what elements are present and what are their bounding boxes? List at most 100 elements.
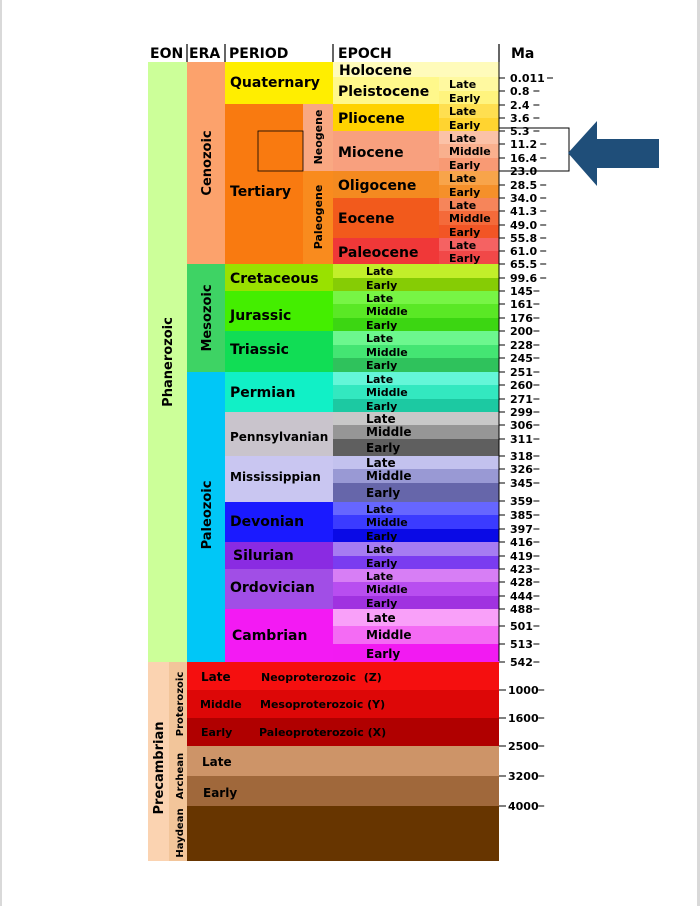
jurassic-middle-label: Middle	[366, 305, 408, 318]
era-haydean	[169, 806, 187, 861]
ordovician-early-label: Early	[366, 597, 397, 610]
permian-middle-label: Middle	[366, 386, 408, 399]
eocene-early	[439, 225, 499, 238]
devonian-early	[333, 529, 499, 542]
ma-label: 345	[510, 477, 533, 490]
eocene-middle-label: Middle	[449, 212, 491, 225]
ma-label: 5.3	[510, 125, 530, 138]
ma-label: 311	[510, 433, 533, 446]
miocene-late	[439, 131, 499, 144]
ma-label: 99.6	[510, 272, 537, 285]
archean-early-label: Early	[203, 786, 237, 800]
epoch-oligocene	[333, 171, 439, 198]
archean-early-row	[187, 776, 499, 806]
pennsylvanian-late-label: Late	[366, 412, 396, 426]
eon-precambrian-label: Precambrian	[152, 722, 167, 815]
cambrian-middle-label: Middle	[366, 628, 412, 642]
permian-middle	[333, 385, 499, 399]
ma-label: 359	[510, 495, 533, 508]
mississippian-early	[333, 483, 499, 502]
epoch-pleistocene	[333, 77, 439, 104]
proterozoic-middle-label: Middle	[200, 698, 242, 711]
cambrian-late	[333, 609, 499, 626]
era-cenozoic-label: Cenozoic	[200, 130, 215, 195]
ma-label: 2500	[508, 740, 539, 753]
ma-label: 1000	[508, 684, 539, 697]
eocene-late-label: Late	[449, 199, 476, 212]
proterozoic-early-row	[187, 718, 499, 746]
ordovician-early	[333, 596, 499, 609]
oligocene-early-label: Early	[449, 186, 480, 199]
period-permian	[225, 372, 333, 412]
ma-label: 299	[510, 406, 533, 419]
miocene-middle-label: Middle	[449, 145, 491, 158]
archean-late-row	[187, 746, 499, 776]
mesoproterozoic-label: Mesoproterozoic (Y)	[260, 698, 385, 711]
triassic-early-label: Early	[366, 359, 397, 372]
ma-label: 200	[510, 325, 533, 338]
period-tertiary-label: Tertiary	[230, 184, 291, 200]
pennsylvanian-middle-label: Middle	[366, 425, 412, 439]
ma-label: 3200	[508, 770, 539, 783]
neoproterozoic-label: Neoproterozoic (Z)	[261, 671, 382, 684]
pleistocene-early	[439, 91, 499, 104]
epoch-miocene	[333, 131, 439, 171]
ma-label: 3.6	[510, 112, 530, 125]
jurassic-late-label: Late	[366, 292, 393, 305]
oligocene-early	[439, 185, 499, 198]
period-silurian	[225, 542, 333, 569]
header-period: PERIOD	[229, 46, 288, 62]
period-permian-label: Permian	[230, 385, 295, 401]
era-cenozoic	[187, 62, 225, 264]
ma-label: 2.4	[510, 99, 530, 112]
ma-label: 41.3	[510, 205, 537, 218]
period-triassic	[225, 331, 333, 372]
pliocene-early-label: Early	[449, 119, 480, 132]
ma-label: 488	[510, 603, 533, 616]
period-ordovician	[225, 569, 333, 609]
page-edge-left	[0, 0, 2, 906]
header-ma: Ma	[511, 46, 534, 62]
period-jurassic	[225, 291, 333, 331]
triassic-late-label: Late	[366, 332, 393, 345]
ma-label: 245	[510, 352, 533, 365]
era-haydean-label: Haydean	[175, 808, 186, 857]
ma-label: 271	[510, 393, 533, 406]
permian-late	[333, 372, 499, 385]
paleocene-late-label: Late	[449, 239, 476, 252]
triassic-middle	[333, 345, 499, 358]
jurassic-early	[333, 318, 499, 331]
period-pennsylvanian-label: Pennsylvanian	[230, 430, 328, 444]
devonian-early-label: Early	[366, 530, 397, 543]
pliocene-late-label: Late	[449, 105, 476, 118]
proterozoic-middle-row	[187, 690, 499, 718]
ma-label: 65.5	[510, 258, 537, 271]
ordovician-late	[333, 569, 499, 582]
ma-label: 49.0	[510, 219, 537, 232]
mississippian-late-label: Late	[366, 456, 396, 470]
period-devonian-label: Devonian	[230, 514, 304, 530]
jurassic-middle	[333, 304, 499, 318]
proterozoic-late-label: Late	[201, 670, 231, 684]
triassic-early	[333, 358, 499, 372]
devonian-late-label: Late	[366, 503, 393, 516]
ma-label: 385	[510, 509, 533, 522]
epoch-pliocene	[333, 104, 439, 131]
permian-early	[333, 399, 499, 412]
epoch-miocene-label: Miocene	[338, 145, 404, 161]
ma-labels: 0.0110.82.43.65.311.216.423.028.534.041.…	[499, 72, 553, 813]
epoch-holocene-label: Holocene	[339, 63, 412, 79]
ordovician-middle	[333, 582, 499, 596]
ma-label: 542	[510, 656, 533, 669]
ma-label: 251	[510, 366, 533, 379]
period-silurian-label: Silurian	[233, 548, 294, 564]
pleistocene-late	[439, 77, 499, 91]
paleocene-late	[439, 238, 499, 251]
ma-label: 0.011	[510, 72, 545, 85]
ma-label: 397	[510, 523, 533, 536]
devonian-middle-label: Middle	[366, 516, 408, 529]
epoch-paleocene	[333, 238, 439, 264]
ma-label: 444	[510, 590, 533, 603]
subperiod-paleogene-label: Paleogene	[312, 185, 325, 250]
oligocene-late	[439, 171, 499, 185]
